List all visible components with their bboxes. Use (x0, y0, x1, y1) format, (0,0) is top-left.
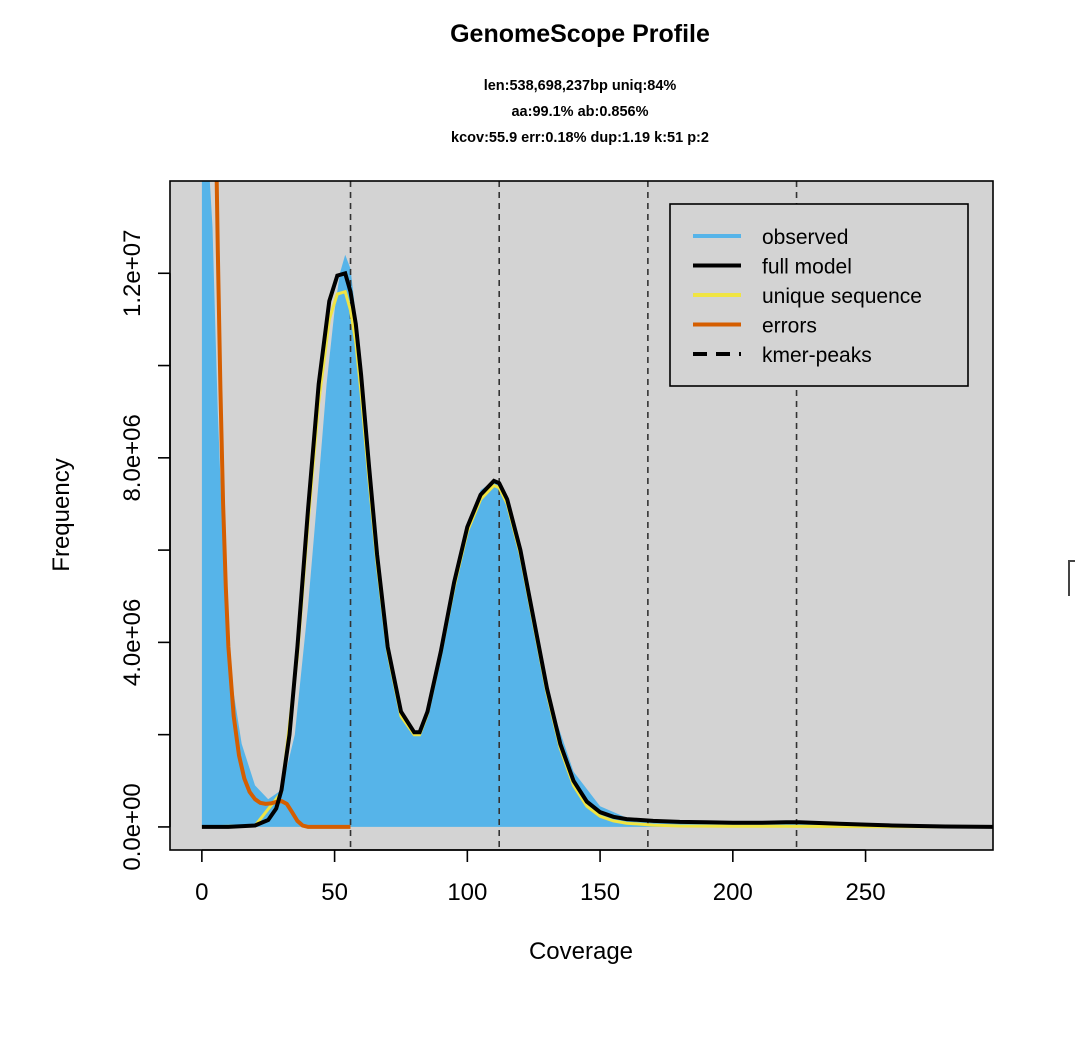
observed-area (201, 181, 993, 827)
chart-title: GenomeScope Profile (450, 20, 710, 48)
y-axis: 0.0e+00 4.0e+06 8.0e+06 1.2e+07 (119, 230, 171, 871)
y-tick-label: 1.2e+07 (119, 230, 146, 317)
x-axis-label: Coverage (528, 938, 634, 965)
legend-label: full model (762, 256, 852, 279)
legend-label: unique sequence (762, 285, 922, 308)
x-tick-label: 200 (713, 879, 753, 906)
legend-label: kmer-peaks (762, 344, 872, 367)
x-axis: 0 50 100 150 200 250 (195, 849, 886, 906)
x-tick-label: 100 (447, 879, 487, 906)
x-tick-label: 0 (195, 879, 208, 906)
full-model-line (201, 270, 993, 829)
legend-label: observed (762, 226, 848, 249)
x-tick-label: 250 (846, 879, 886, 906)
legend: observed full model unique sequence errors k… (669, 203, 969, 387)
y-tick-label: 4.0e+06 (119, 599, 146, 686)
subtitle-line-2: aa:99.1% ab:0.856% (511, 104, 649, 120)
y-tick-label: 8.0e+06 (119, 414, 146, 501)
x-tick-label: 150 (580, 879, 620, 906)
y-tick-label: 0.0e+00 (119, 783, 146, 870)
y-axis-label: Frequency (48, 458, 75, 572)
subtitle-line-1: len:538,698,237bp uniq:84% (483, 78, 677, 94)
legend-label: errors (762, 315, 817, 338)
x-tick-label: 50 (321, 879, 348, 906)
adjacent-panel-edge (1068, 560, 1075, 596)
subtitle-line-3: kcov:55.9 err:0.18% dup:1.19 k:51 p:2 (451, 130, 709, 146)
errors-line (214, 181, 351, 829)
